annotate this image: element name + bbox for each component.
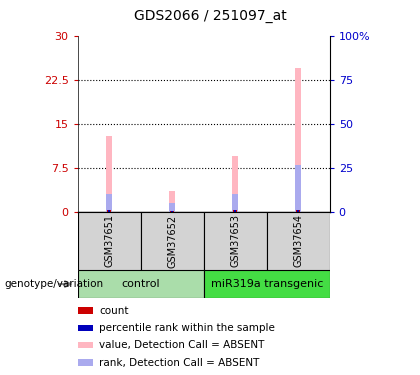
Bar [169,191,176,212]
Bar [295,165,302,212]
Text: GSM37653: GSM37653 [230,214,240,267]
Bar [232,156,239,212]
Bar [78,360,93,366]
FancyBboxPatch shape [78,270,204,298]
Text: genotype/variation: genotype/variation [4,279,103,289]
Text: GSM37651: GSM37651 [104,214,114,267]
Bar [295,68,302,212]
Bar [297,210,300,212]
Bar [171,211,174,212]
Bar [78,325,93,331]
Bar [78,342,93,348]
FancyBboxPatch shape [204,270,330,298]
Text: GSM37654: GSM37654 [293,214,303,267]
FancyBboxPatch shape [204,212,267,270]
Text: GSM37652: GSM37652 [167,214,177,267]
Bar [234,210,237,212]
Text: control: control [121,279,160,289]
FancyBboxPatch shape [267,212,330,270]
Bar [78,308,93,314]
Text: percentile rank within the sample: percentile rank within the sample [99,323,275,333]
Bar [106,194,113,212]
Bar [234,210,236,212]
Bar [297,210,299,212]
FancyBboxPatch shape [141,212,204,270]
Bar [106,135,113,212]
Bar [108,210,110,212]
Text: value, Detection Call = ABSENT: value, Detection Call = ABSENT [99,340,265,350]
Bar [171,211,173,212]
Text: miR319a transgenic: miR319a transgenic [210,279,323,289]
Bar [169,203,176,212]
FancyBboxPatch shape [78,212,141,270]
Text: rank, Detection Call = ABSENT: rank, Detection Call = ABSENT [99,358,260,368]
Text: GDS2066 / 251097_at: GDS2066 / 251097_at [134,9,286,23]
Text: count: count [99,306,129,315]
Bar [232,194,239,212]
Bar [108,210,111,212]
